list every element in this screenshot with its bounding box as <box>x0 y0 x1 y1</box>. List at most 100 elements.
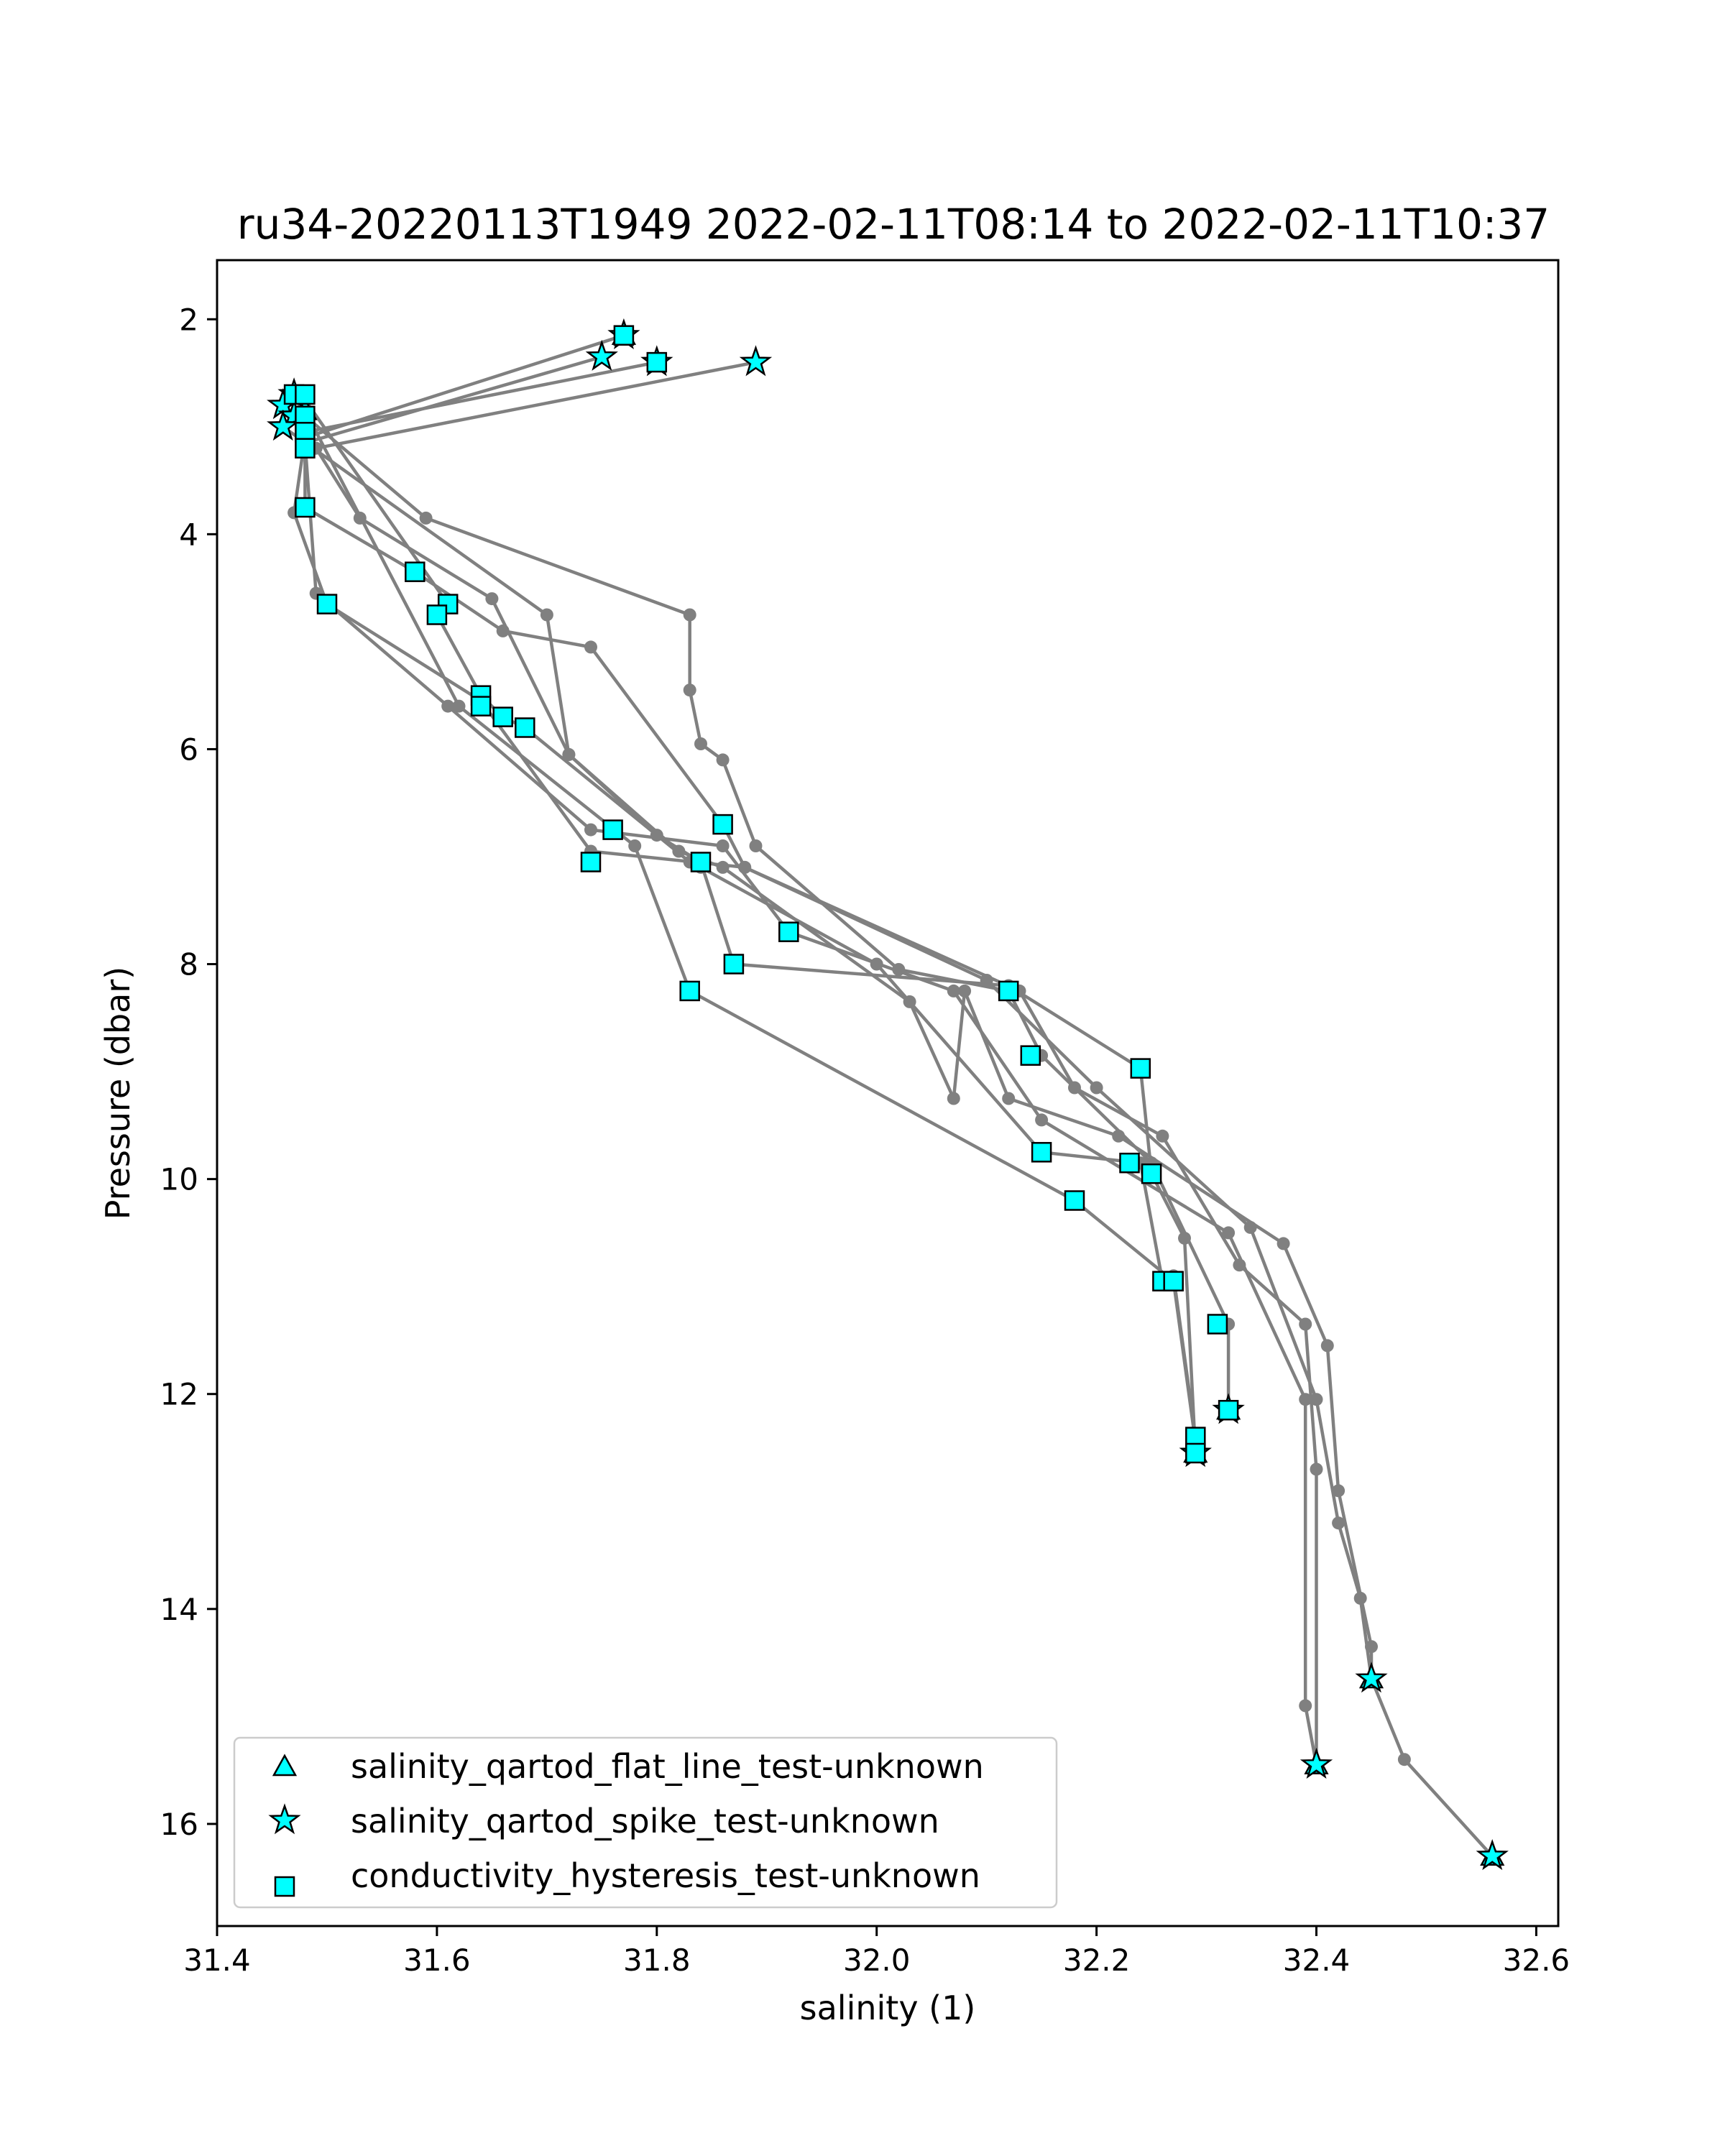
profile-point <box>1320 1339 1334 1353</box>
x-tick-label: 31.8 <box>623 1943 691 1978</box>
legend-label-flat-line: salinity_qartod_flat_line_test-unknown <box>351 1747 984 1786</box>
x-tick-label: 32.0 <box>843 1943 911 1978</box>
y-axis-label: Pressure (dbar) <box>98 967 137 1220</box>
hysteresis-flag-marker <box>1141 1163 1162 1184</box>
profile-point <box>1310 1393 1323 1406</box>
x-axis-label: salinity (1) <box>800 1989 976 2027</box>
profile-line-1 <box>292 333 1494 1858</box>
y-tick-label: 12 <box>160 1377 198 1412</box>
hysteresis-flag-marker <box>998 980 1019 1002</box>
legend-triangle-marker <box>272 1754 298 1777</box>
profile-point <box>1035 1113 1049 1127</box>
hysteresis-flag-marker <box>602 819 623 840</box>
hysteresis-flag-marker <box>690 852 712 872</box>
profile-point <box>584 823 597 837</box>
profile-point <box>694 737 707 750</box>
hysteresis-flag-marker <box>712 814 733 835</box>
x-tick-label: 31.6 <box>403 1943 471 1978</box>
profile-point <box>947 984 960 998</box>
profile-point <box>1397 1753 1411 1766</box>
legend: salinity_qartod_flat_line_test-unknown s… <box>233 1736 1058 1909</box>
y-axis-ticks: 2 4 6 8 10 12 14 16 <box>160 302 217 1842</box>
x-tick-label: 32.2 <box>1063 1943 1131 1978</box>
hysteresis-flag-marker <box>723 954 745 975</box>
profile-point <box>1178 1231 1191 1245</box>
profile-point <box>1002 1092 1016 1105</box>
y-tick-label: 2 <box>179 302 198 337</box>
hysteresis-flag-marker <box>1218 1399 1239 1421</box>
profile-point <box>738 860 752 874</box>
y-tick-label: 10 <box>160 1162 198 1197</box>
profile-point <box>540 608 553 622</box>
legend-label-hysteresis: conductivity_hysteresis_test-unknown <box>351 1856 980 1895</box>
profile-point <box>716 839 730 852</box>
x-axis-ticks: 31.4 31.6 31.8 32.0 32.2 32.4 32.6 <box>183 1926 1570 1978</box>
x-tick-label: 32.6 <box>1503 1943 1570 1978</box>
hysteresis-flag-marker <box>646 351 668 373</box>
y-tick-label: 14 <box>160 1592 198 1627</box>
profile-point <box>485 592 499 606</box>
profile-point <box>1090 1081 1103 1095</box>
hysteresis-flag-marker <box>1163 1271 1184 1291</box>
hysteresis-flag-marker <box>679 980 700 1002</box>
y-tick-label: 4 <box>179 517 198 552</box>
profile-point <box>892 963 906 976</box>
markers-layer <box>267 318 1509 1871</box>
profile-point <box>1276 1237 1290 1250</box>
profile-point <box>496 624 510 637</box>
hysteresis-flag-marker <box>1207 1314 1228 1335</box>
hysteresis-flag-marker <box>1064 1190 1085 1211</box>
plot-frame <box>216 259 1560 1927</box>
hysteresis-flag-marker <box>613 325 635 346</box>
legend-star-marker <box>268 1803 301 1835</box>
hysteresis-flag-marker <box>492 706 513 727</box>
profile-point <box>683 683 696 697</box>
hysteresis-flag-marker <box>1020 1045 1041 1066</box>
profile-point <box>947 1092 960 1105</box>
spike-flag-marker <box>1355 1662 1388 1693</box>
profile-point <box>1310 1462 1323 1476</box>
profile-point <box>716 753 730 767</box>
profile-point <box>441 699 455 713</box>
profile-point <box>716 860 730 874</box>
hysteresis-flag-marker <box>1130 1058 1151 1079</box>
legend-box <box>233 1736 1058 1909</box>
hysteresis-flag-marker <box>405 561 426 582</box>
hysteresis-flag-marker <box>1185 1442 1206 1464</box>
chart-title: ru34-20220113T1949 2022-02-11T08:14 to 2… <box>237 200 1550 249</box>
profile-point <box>683 608 696 622</box>
y-tick-label: 6 <box>179 732 198 767</box>
spike-flag-marker <box>1300 1747 1333 1779</box>
spike-flag-marker <box>585 339 618 371</box>
hysteresis-flag-marker <box>1119 1152 1140 1174</box>
y-tick-label: 8 <box>179 947 198 982</box>
hysteresis-flag-marker <box>295 438 316 459</box>
profile-point <box>870 957 883 971</box>
hysteresis-flag-marker <box>316 594 338 614</box>
spike-flag-marker <box>739 345 773 377</box>
hysteresis-flag-marker <box>778 921 799 942</box>
legend-label-spike: salinity_qartod_spike_test-unknown <box>351 1802 939 1841</box>
y-tick-label: 16 <box>160 1807 198 1842</box>
profile-point <box>958 984 972 998</box>
profile-point <box>1299 1699 1312 1713</box>
profile-point <box>1222 1226 1236 1240</box>
profile-line-5 <box>293 393 1230 1411</box>
profile-point <box>1365 1640 1378 1654</box>
profile-point <box>1299 1317 1312 1331</box>
hysteresis-flag-marker <box>1031 1142 1052 1163</box>
profile-point <box>1299 1393 1312 1406</box>
profile-point <box>749 839 763 852</box>
profile-point <box>628 839 642 852</box>
profile-point <box>452 699 466 713</box>
hysteresis-flag-marker <box>580 852 602 872</box>
profile-point <box>1332 1516 1346 1530</box>
hysteresis-flag-marker <box>426 604 448 625</box>
x-tick-label: 32.4 <box>1283 1943 1351 1978</box>
profile-point <box>1233 1258 1246 1272</box>
profile-point <box>1332 1484 1346 1498</box>
spike-flag-marker <box>267 409 300 441</box>
legend-square-marker <box>274 1876 295 1897</box>
profile-point <box>562 747 576 761</box>
